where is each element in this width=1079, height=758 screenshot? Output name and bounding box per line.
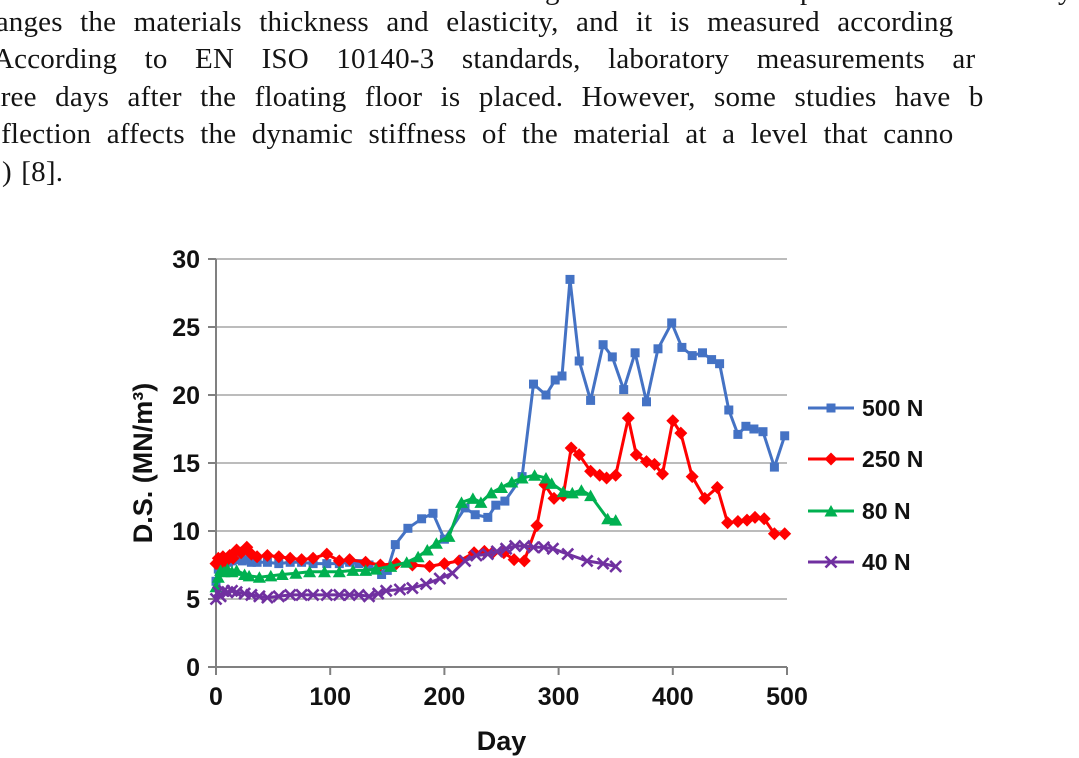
- svg-text:15: 15: [172, 450, 200, 478]
- svg-text:Day: Day: [477, 726, 527, 756]
- svg-text:200: 200: [424, 683, 466, 711]
- axes: [208, 258, 788, 675]
- cut-text-fragment: g: [545, 0, 560, 7]
- paragraph-line: eflection affects the dynamic stiffness …: [0, 118, 954, 150]
- series-500-n: [211, 274, 790, 586]
- gridlines: [216, 258, 787, 600]
- cut-text-fragment: y: [1058, 0, 1073, 7]
- paragraph-line: hanges the materials thickness and elast…: [0, 6, 954, 38]
- paragraph-line: ) [8].: [2, 156, 64, 188]
- svg-text:20: 20: [172, 382, 200, 410]
- svg-text:D.S. (MN/m³): D.S. (MN/m³): [128, 383, 158, 543]
- paragraph-line: hree days after the floating floor is pl…: [0, 81, 984, 113]
- svg-text:400: 400: [652, 683, 694, 711]
- series-80-n: [209, 469, 623, 593]
- svg-text:0: 0: [186, 654, 200, 682]
- axis-titles: Day D.S. (MN/m³): [128, 383, 526, 756]
- svg-text:300: 300: [538, 683, 580, 711]
- svg-text:500: 500: [766, 683, 808, 711]
- svg-text:10: 10: [172, 518, 200, 546]
- paragraph-line: According to EN ISO 10140-3 standards, l…: [0, 43, 976, 75]
- cut-text-fragment: p: [800, 0, 815, 7]
- svg-text:100: 100: [309, 683, 351, 711]
- svg-text:5: 5: [186, 586, 200, 614]
- svg-text:30: 30: [172, 246, 200, 274]
- svg-text:25: 25: [172, 314, 200, 342]
- svg-text:0: 0: [209, 683, 223, 711]
- series-40-n: [209, 539, 623, 606]
